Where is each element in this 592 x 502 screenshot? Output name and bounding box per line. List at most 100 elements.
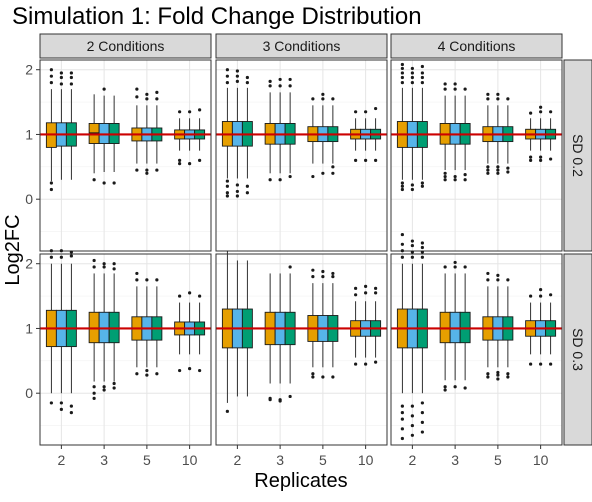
box-outlier-point <box>245 184 249 188</box>
box-outlier-point <box>463 173 467 177</box>
box-outlier-point <box>506 278 510 282</box>
panel-background <box>391 254 562 445</box>
box-outlier-point <box>400 436 404 441</box>
x-tick-label: 2 <box>408 452 416 468</box>
box-outlier-point <box>225 68 229 72</box>
box-outlier-point <box>268 398 272 402</box>
box-outlier-point <box>496 168 500 172</box>
box-outlier-point <box>311 372 315 376</box>
box-outlier-point <box>69 82 73 86</box>
box-outlier-point <box>331 97 335 101</box>
box-outlier-point <box>59 71 63 75</box>
box-outlier-point <box>486 271 490 276</box>
box-outlier-point <box>69 75 73 80</box>
box-outlier-point <box>49 81 53 85</box>
box-outlier-point <box>198 158 202 162</box>
box-outlier-point <box>135 95 139 99</box>
facet-panel <box>390 59 563 252</box>
box-outlier-point <box>400 249 404 253</box>
box-outlier-point <box>506 97 510 101</box>
box-outlier-point <box>443 87 447 91</box>
facet-panels: 2 Conditions 3 Conditions 4 Conditions SD 0… <box>25 33 592 468</box>
box-outlier-point <box>364 284 368 288</box>
box-outlier-point <box>364 362 368 366</box>
box-outlier-point <box>92 258 96 263</box>
facet-strip-row <box>563 59 592 252</box>
box-outlier-point <box>198 294 202 298</box>
box-outlier-point <box>321 269 325 274</box>
facet-strip-row-label: SD 0.2 <box>570 134 586 177</box>
box-outlier-point <box>311 275 315 279</box>
box-outlier-point <box>364 158 368 162</box>
box-outlier-point <box>486 97 490 101</box>
box-outlier-point <box>59 255 63 259</box>
box-outlier-point <box>155 97 159 101</box>
box-outlier-point <box>420 64 424 69</box>
box-outlier-point <box>410 75 414 80</box>
box-outlier-point <box>506 170 510 174</box>
box-outlier-point <box>225 74 229 78</box>
facet-strip-column-label: 2 Conditions <box>87 38 165 54</box>
box-outlier-point <box>321 375 325 379</box>
panel-border <box>215 59 388 252</box>
box-outlier-point <box>506 372 510 376</box>
box-outlier-point <box>410 255 414 259</box>
box-outlier-point <box>102 265 106 269</box>
box-outlier-point <box>135 271 139 276</box>
y-tick-label: 0 <box>25 191 33 207</box>
box-outlier-point <box>420 81 424 85</box>
box-outlier-point <box>288 394 292 399</box>
box-outlier-point <box>145 368 149 373</box>
box-outlier-point <box>69 250 73 254</box>
box-outlier-point <box>400 71 404 75</box>
box-outlier-point <box>354 362 358 366</box>
box-outlier-point <box>112 262 116 266</box>
box-outlier-point <box>145 92 149 96</box>
box-outlier-point <box>420 245 424 250</box>
box-outlier-point <box>69 254 73 258</box>
box-outlier-point <box>331 165 335 169</box>
box-outlier-point <box>400 62 404 67</box>
box-outlier-point <box>59 407 63 411</box>
x-tick-label: 3 <box>100 452 108 468</box>
x-tick-label: 3 <box>451 452 459 468</box>
x-tick-label: 3 <box>276 452 284 468</box>
panel-border <box>39 253 212 446</box>
box-outlier-point <box>49 249 53 253</box>
y-tick-label: 2 <box>25 62 33 78</box>
box-outlier-point <box>374 360 378 364</box>
box-outlier-point <box>49 181 53 185</box>
box-outlier-point <box>245 75 249 80</box>
box-outlier-point <box>420 75 424 80</box>
box-outlier-point <box>486 92 490 96</box>
box-outlier-point <box>102 181 106 185</box>
box-outlier-point <box>225 191 229 195</box>
box-outlier-point <box>321 97 325 101</box>
box-outlier-point <box>311 97 315 101</box>
box-outlier-point <box>102 385 106 389</box>
box-outlier-point <box>188 291 192 295</box>
box-outlier-point <box>92 391 96 395</box>
box-outlier-point <box>235 183 239 187</box>
box-outlier-point <box>420 241 424 245</box>
box-outlier-point <box>443 174 447 179</box>
box-outlier-point <box>135 87 139 91</box>
box-outlier-point <box>443 265 447 269</box>
box-outlier-point <box>49 187 53 192</box>
box-outlier-point <box>354 293 358 297</box>
chart-title: Simulation 1: Fold Change Distribution <box>12 3 422 30</box>
box-outlier-point <box>420 420 424 424</box>
facet-panel <box>215 250 388 446</box>
box-outlier-point <box>155 372 159 376</box>
box-outlier-point <box>135 278 139 282</box>
box-outlier-point <box>278 178 282 182</box>
box-outlier-point <box>453 265 457 269</box>
box-outlier-point <box>400 232 404 237</box>
box-outlier-point <box>400 411 404 415</box>
box-outlier-point <box>145 278 149 282</box>
panel-background <box>40 60 211 251</box>
box-outlier-point <box>155 278 159 282</box>
facet-strip-column-label: 3 Conditions <box>263 38 341 54</box>
box-outlier-point <box>463 87 467 91</box>
